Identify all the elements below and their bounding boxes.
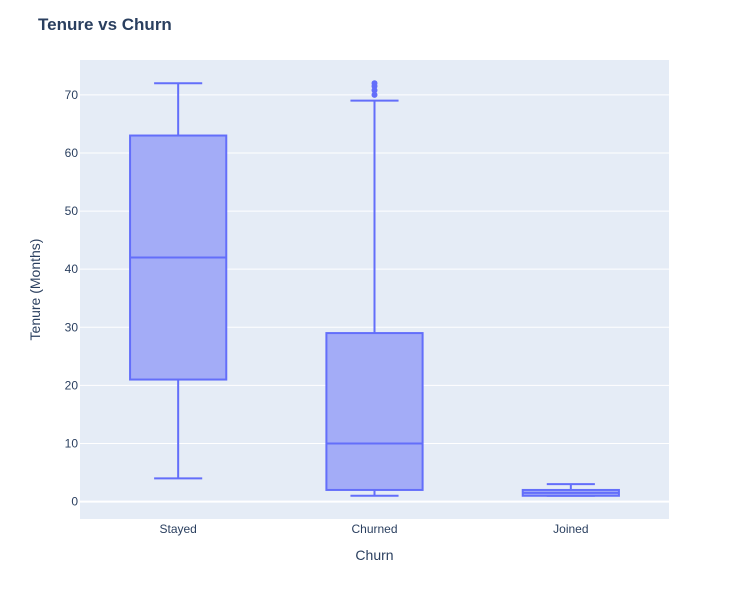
x-tick-label: Stayed — [159, 522, 196, 536]
y-axis-title: Tenure (Months) — [27, 239, 43, 341]
box-churned — [325, 80, 424, 497]
y-tick-label: 10 — [65, 436, 79, 450]
iqr-box — [325, 332, 424, 491]
y-tick-label: 0 — [71, 495, 78, 509]
y-tick-label: 70 — [65, 88, 79, 102]
x-tick-label: Churned — [351, 522, 397, 536]
outlier-point — [371, 80, 378, 87]
y-tick-label: 30 — [65, 320, 79, 334]
box-stayed — [129, 82, 228, 480]
x-axis-ticks: Stayed Churned Joined — [159, 522, 588, 536]
y-tick-label: 20 — [65, 378, 79, 392]
y-axis-ticks: 0 10 20 30 40 50 60 70 — [65, 88, 79, 509]
y-tick-label: 50 — [65, 204, 79, 218]
box-joined — [521, 483, 620, 497]
boxes — [129, 80, 620, 497]
y-tick-label: 40 — [65, 262, 79, 276]
x-axis-title: Churn — [355, 547, 393, 563]
chart-title: Tenure vs Churn — [38, 15, 172, 34]
x-tick-label: Joined — [553, 522, 588, 536]
y-tick-label: 60 — [65, 146, 79, 160]
outlier-point — [371, 91, 378, 98]
